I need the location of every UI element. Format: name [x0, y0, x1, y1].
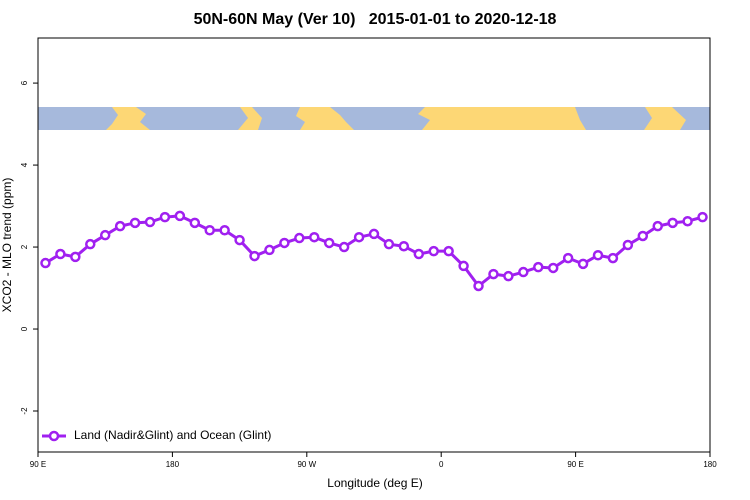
- legend-label: Land (Nadir&Glint) and Ocean (Glint): [74, 428, 271, 442]
- chart-title: 50N-60N May (Ver 10) 2015-01-01 to 2020-…: [194, 11, 557, 28]
- data-point: [204, 224, 215, 236]
- data-point: [323, 237, 335, 249]
- legend-marker: [48, 430, 60, 442]
- data-point: [159, 211, 171, 223]
- data-point: [547, 262, 559, 274]
- data-point: [144, 216, 156, 228]
- data-point: [368, 228, 380, 240]
- data-point: [562, 252, 574, 264]
- data-point: [353, 231, 365, 243]
- data-point: [189, 217, 201, 229]
- data-point: [99, 229, 111, 241]
- data-point: [443, 245, 454, 257]
- data-point: [697, 211, 708, 223]
- data-point: [40, 257, 51, 269]
- data-point: [234, 234, 245, 246]
- data-point: [667, 217, 678, 229]
- y-axis-label: XCO2 - MLO trend (ppm): [0, 178, 14, 313]
- map-ocean: [136, 107, 248, 130]
- data-point: [294, 232, 305, 244]
- data-point: [398, 240, 410, 252]
- data-point: [503, 270, 514, 282]
- data-point: [458, 260, 469, 272]
- x-axis-label: Longitude (deg E): [327, 476, 422, 490]
- data-point: [249, 250, 260, 262]
- map-ocean: [672, 107, 710, 130]
- data-point: [55, 248, 66, 260]
- y-tick-label: 4: [20, 162, 29, 167]
- data-point: [637, 230, 649, 242]
- data-point: [428, 245, 439, 257]
- data-point: [174, 210, 186, 222]
- data-point: [518, 266, 529, 278]
- data-point: [279, 237, 290, 249]
- data-point: [114, 220, 126, 232]
- map-ocean: [575, 107, 652, 130]
- y-tick-label: -2: [20, 407, 29, 415]
- data-point: [533, 261, 544, 273]
- map-ocean: [330, 107, 430, 130]
- x-tick-label: 90 E: [30, 460, 46, 469]
- y-tick-label: 6: [20, 80, 29, 85]
- data-point: [622, 239, 634, 251]
- data-point: [413, 248, 425, 260]
- map-ocean: [38, 107, 118, 130]
- data-point: [264, 244, 275, 256]
- data-point: [219, 224, 230, 236]
- x-tick-label: 90 W: [297, 460, 316, 469]
- series-line: [44, 214, 703, 288]
- x-tick-label: 180: [166, 460, 180, 469]
- data-point: [592, 249, 604, 261]
- data-point: [607, 252, 619, 264]
- data-point: [338, 241, 350, 253]
- x-tick-label: 90 E: [567, 460, 583, 469]
- map-band: [38, 107, 710, 130]
- data-point: [85, 238, 96, 250]
- data-point: [652, 220, 663, 232]
- data-point: [70, 251, 81, 263]
- x-tick-label: 180: [703, 460, 717, 469]
- data-point: [488, 268, 499, 280]
- data-point: [577, 258, 589, 270]
- data-point: [682, 215, 693, 227]
- map-ocean: [252, 107, 305, 130]
- data-point: [473, 280, 484, 292]
- plot-frame: [37, 37, 711, 453]
- y-tick-label: 2: [20, 244, 29, 249]
- x-tick-label: 0: [439, 460, 444, 469]
- y-tick-label: 0: [20, 326, 29, 331]
- data-point: [383, 238, 395, 250]
- data-point: [129, 217, 141, 229]
- data-point: [309, 231, 320, 243]
